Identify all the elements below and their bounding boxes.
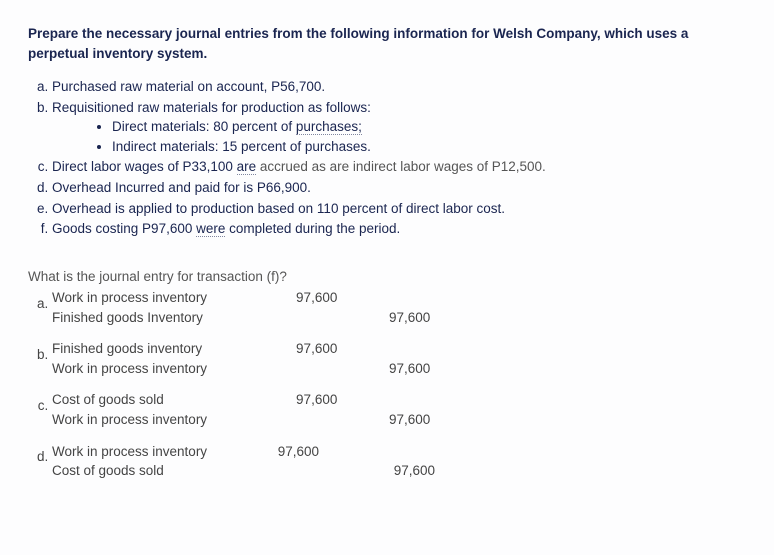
- given-info-list: Purchased raw material on account, P56,7…: [28, 77, 746, 239]
- option-a-credit-acct: Finished goods Inventory: [52, 308, 296, 328]
- option-d-debit-amt: 97,600: [278, 442, 364, 462]
- option-d-credit-amt: 97,600: [364, 461, 482, 481]
- option-c-debit-amt: 97,600: [296, 390, 389, 410]
- option-c: Cost of goods sold 97,600 Work in proces…: [52, 390, 746, 429]
- f-post: completed during the period.: [225, 221, 400, 236]
- option-b: Finished goods inventory 97,600 Work in …: [52, 339, 746, 378]
- option-d-credit-acct: Cost of goods sold: [52, 461, 278, 481]
- entry-a: Work in process inventory 97,600 Finishe…: [52, 288, 482, 327]
- entry-d: Work in process inventory 97,600 Cost of…: [52, 442, 482, 481]
- question-text: What is the journal entry for transactio…: [28, 267, 746, 287]
- f-dotted: were: [196, 221, 225, 237]
- option-d: Work in process inventory 97,600 Cost of…: [52, 442, 746, 481]
- c-dotted: are: [237, 159, 257, 175]
- option-b-debit-amt: 97,600: [296, 339, 389, 359]
- f-pre: Goods costing P97,600: [52, 221, 196, 236]
- item-d: Overhead Incurred and paid for is P66,90…: [52, 178, 746, 198]
- problem-header: Prepare the necessary journal entries fr…: [28, 24, 746, 63]
- option-c-debit-acct: Cost of goods sold: [52, 390, 296, 410]
- c-pre: Direct labor wages of P33,100: [52, 159, 237, 174]
- c-post: accrued as are indirect labor wages of P…: [256, 159, 546, 174]
- option-b-credit-acct: Work in process inventory: [52, 359, 296, 379]
- option-b-credit-amt: 97,600: [389, 359, 482, 379]
- option-b-debit-acct: Finished goods inventory: [52, 339, 296, 359]
- option-a-credit-amt: 97,600: [389, 308, 482, 328]
- item-e: Overhead is applied to production based …: [52, 199, 746, 219]
- option-c-credit-acct: Work in process inventory: [52, 410, 296, 430]
- item-a: Purchased raw material on account, P56,7…: [52, 77, 746, 97]
- option-a-debit-acct: Work in process inventory: [52, 288, 296, 308]
- item-b-bullets: Direct materials: 80 percent of purchase…: [52, 117, 746, 156]
- item-f: Goods costing P97,600 were completed dur…: [52, 219, 746, 239]
- bullet-direct-materials: Direct materials: 80 percent of purchase…: [112, 117, 746, 137]
- item-c: Direct labor wages of P33,100 are accrue…: [52, 157, 746, 177]
- entry-c: Cost of goods sold 97,600 Work in proces…: [52, 390, 482, 429]
- option-a: Work in process inventory 97,600 Finishe…: [52, 288, 746, 327]
- item-b: Requisitioned raw materials for producti…: [52, 98, 746, 157]
- bullet-indirect-materials: Indirect materials: 15 percent of purcha…: [112, 137, 746, 157]
- answer-options: Work in process inventory 97,600 Finishe…: [28, 288, 746, 481]
- option-d-debit-acct: Work in process inventory: [52, 442, 278, 462]
- item-b-text: Requisitioned raw materials for producti…: [52, 100, 371, 115]
- dm-dotted: purchases;: [296, 119, 362, 135]
- dm-prefix: Direct materials: 80 percent of: [112, 119, 296, 134]
- option-a-debit-amt: 97,600: [296, 288, 389, 308]
- entry-b: Finished goods inventory 97,600 Work in …: [52, 339, 482, 378]
- option-c-credit-amt: 97,600: [389, 410, 482, 430]
